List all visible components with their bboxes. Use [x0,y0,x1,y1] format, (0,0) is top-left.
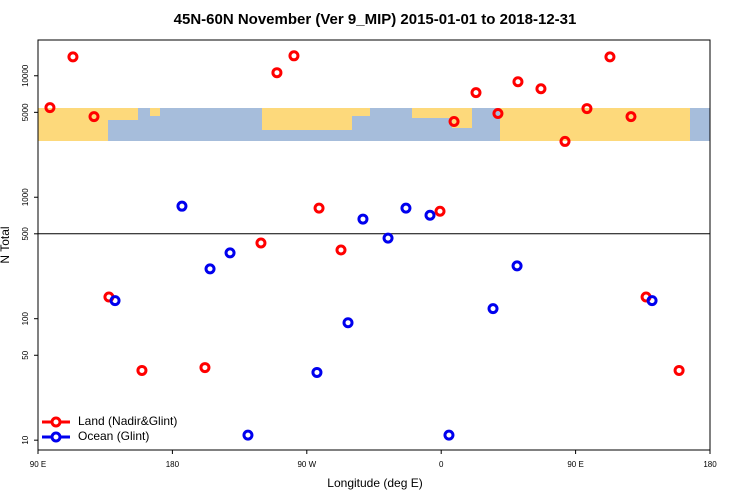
point [255,237,267,249]
point [400,202,412,214]
point [646,295,658,307]
x-axis-label: Longitude (deg E) [327,476,422,490]
x-tick-label: 90 W [297,460,316,469]
point [313,202,325,214]
point [559,135,571,147]
chart-title: 45N-60N November (Ver 9_MIP) 2015-01-01 … [174,11,577,28]
map-strip [38,108,710,141]
point [673,364,685,376]
point [448,116,460,128]
y-tick-label: 5000 [21,103,30,121]
y-tick-label: 50 [21,350,30,359]
x-tick-label: 180 [703,460,717,469]
point [242,429,254,441]
point [204,263,216,275]
x-tick-label: 90 E [567,460,583,469]
point [625,111,637,123]
x-tick-label: 180 [166,460,180,469]
point [288,50,300,62]
point [335,244,347,256]
y-tick-label: 100 [21,311,30,325]
point [271,67,283,79]
point [136,364,148,376]
y-tick-label: 10 [21,435,30,444]
point [604,51,616,63]
point [199,362,211,374]
x-tick-label: 0 [439,460,444,469]
point [443,429,455,441]
point [512,76,524,88]
point [434,205,446,217]
point [67,51,79,63]
point [176,200,188,212]
y-tick-label: 500 [21,227,30,241]
point [224,247,236,259]
plot-frame [37,39,711,451]
y-tick-label: 1000 [21,188,30,206]
point [581,103,593,115]
legend-marker [50,416,62,428]
point [535,83,547,95]
legend-marker [50,431,62,443]
point [492,108,504,120]
x-tick-label: 90 E [30,460,46,469]
y-axis-label: N Total [0,226,12,263]
legend-label: Ocean (Glint) [78,429,149,443]
legend-label: Land (Nadir&Glint) [78,414,177,428]
point [342,317,354,329]
y-tick-label: 10000 [21,64,30,87]
point [109,295,121,307]
point [44,102,56,114]
point [357,213,369,225]
point [424,209,436,221]
point [88,111,100,123]
point [487,303,499,315]
point [382,232,394,244]
point [311,366,323,378]
point [470,87,482,99]
point [511,260,523,272]
